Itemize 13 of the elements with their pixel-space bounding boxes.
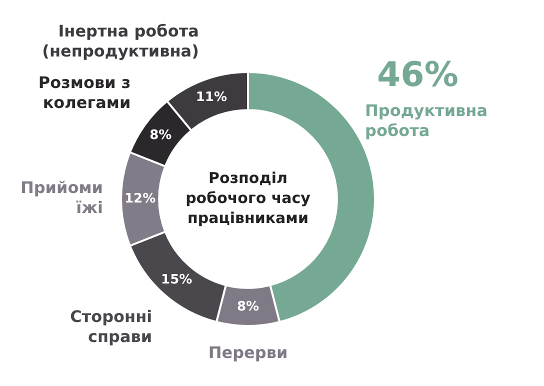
data-label: 11% [196,90,227,105]
slice-label: Продуктивна робота [365,101,488,140]
text: Розподіл робочого часу працівниками [186,168,311,227]
slice-label: Інертна робота (непродуктивна) [42,22,199,61]
slice-label: Перерви [208,343,288,362]
slice-label: Розмови з колегами [38,72,131,112]
data-label: 8% [150,128,172,143]
data-label: 12% [124,191,156,206]
data-label: 15% [161,272,192,288]
slice-label: Сторонні справи [70,306,152,346]
data-label: 46% [377,54,458,95]
data-label: 8% [236,299,260,314]
slice-label: Прийоми їжі [20,178,103,218]
